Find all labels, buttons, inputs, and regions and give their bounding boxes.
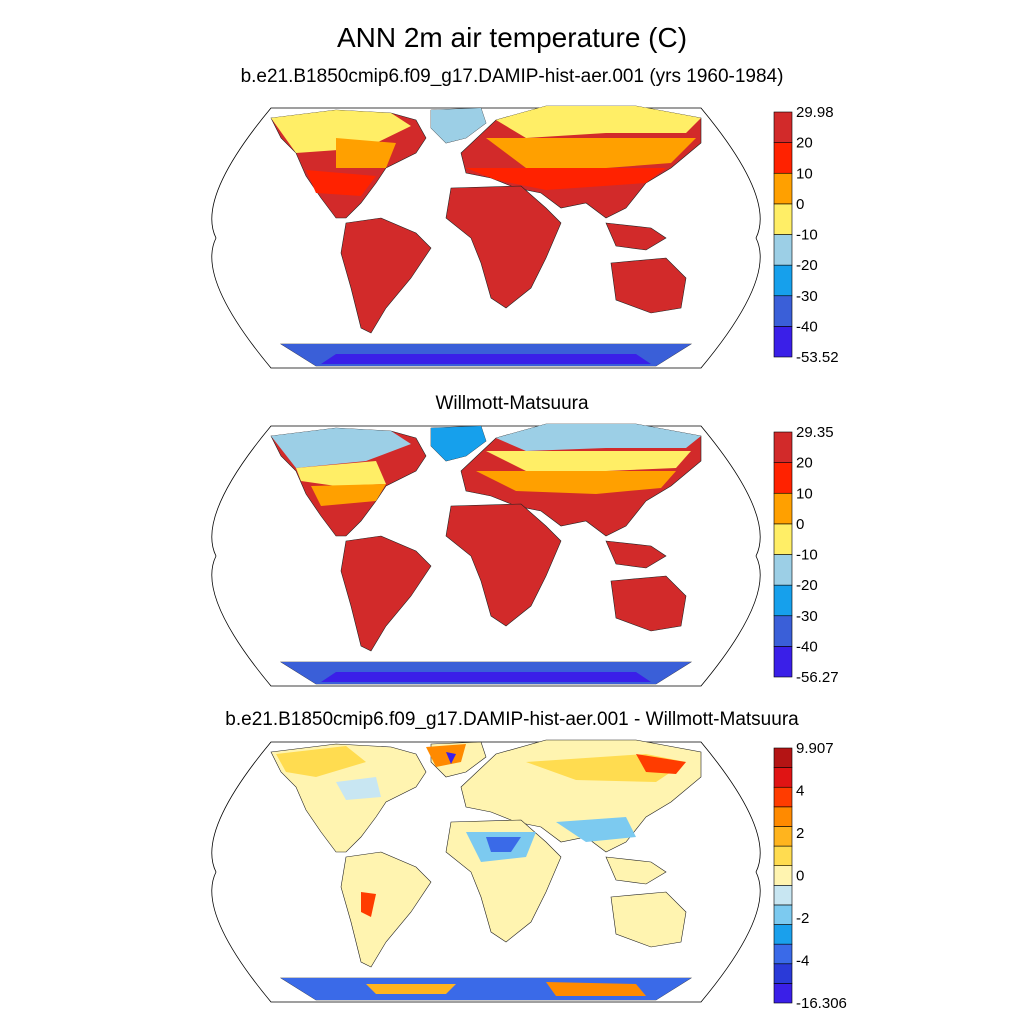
- colorbar-1-label: -20: [796, 257, 818, 274]
- colorbar-3-label: -4: [796, 953, 809, 970]
- colorbar-3-label: -16.306: [796, 995, 847, 1012]
- colorbar-1-label: -53.52: [796, 349, 839, 366]
- colorbar-1-label: 0: [796, 196, 804, 213]
- colorbar-3-label: 4: [796, 783, 804, 800]
- colorbar-1-bin: [773, 326, 793, 358]
- colorbar-1-bin: [773, 295, 793, 327]
- colorbar-3-bin: [773, 963, 793, 984]
- colorbar-3-bin: [773, 865, 793, 886]
- colorbar-1-bin: [773, 142, 793, 174]
- colorbar-1-label: 20: [796, 135, 813, 152]
- colorbar-3-bin: [773, 786, 793, 808]
- colorbar-3-bin: [773, 826, 793, 847]
- colorbar-3-bin: [773, 885, 793, 906]
- colorbar-3-bin: [773, 924, 793, 945]
- colorbar-2-label: -10: [796, 547, 818, 564]
- colorbar-1-bin: [773, 111, 793, 143]
- colorbar-1-label: -40: [796, 318, 818, 335]
- colorbar-3-label: 2: [796, 825, 804, 842]
- panel-1-map: [211, 105, 761, 369]
- colorbar-2-label: 0: [796, 516, 804, 533]
- colorbar-2-label: -40: [796, 638, 818, 655]
- figure-title: ANN 2m air temperature (C): [336, 22, 688, 53]
- panel-2-subtitle: Willmott-Matsuura: [435, 393, 589, 414]
- colorbar-1-label: 10: [796, 165, 813, 182]
- colorbar-3-bin: [773, 983, 793, 1004]
- panel-2-map: [211, 423, 761, 687]
- colorbar-3-bin: [773, 943, 793, 965]
- colorbar-2-bin: [773, 554, 793, 586]
- colorbar-2-bin: [773, 584, 793, 617]
- panel-3-subtitle: b.e21.B1850cmip6.f09_g17.DAMIP-hist-aer.…: [225, 709, 799, 730]
- colorbar-3-bin: [773, 904, 793, 925]
- colorbar-1-label: -10: [796, 227, 818, 244]
- colorbar-2-label: 20: [796, 455, 813, 472]
- panel-1-subtitle: b.e21.B1850cmip6.f09_g17.DAMIP-hist-aer.…: [240, 66, 784, 87]
- colorbar-1-bin: [773, 264, 793, 297]
- colorbar-2-label: 29.35: [796, 424, 834, 441]
- colorbar-2-bin: [773, 646, 793, 678]
- colorbar-2-bin: [773, 523, 793, 555]
- colorbar-1-bin: [773, 172, 793, 205]
- colorbar-2-label: 10: [796, 485, 813, 502]
- colorbar-3-label: 0: [796, 868, 804, 885]
- colorbar-3-label: -2: [796, 910, 809, 927]
- colorbar-1-bin: [773, 203, 793, 235]
- colorbar-3-label: 9.907: [796, 740, 834, 757]
- colorbar-3-bin: [773, 767, 793, 788]
- colorbar-2-label: -30: [796, 608, 818, 625]
- colorbar-2-label: -20: [796, 577, 818, 594]
- colorbar-2-label: -56.27: [796, 669, 839, 686]
- colorbar-3-bin: [773, 806, 793, 827]
- colorbar-1-bin: [773, 234, 793, 266]
- colorbar-2-bin: [773, 431, 793, 463]
- colorbar-1-label: 29.98: [796, 104, 834, 121]
- colorbar-2-bin: [773, 615, 793, 647]
- colorbar-3-bin: [773, 845, 793, 866]
- colorbar-1-label: -30: [796, 288, 818, 305]
- panel-3-map: [211, 739, 761, 1003]
- colorbar-3-bin: [773, 747, 793, 768]
- colorbar-2-bin: [773, 462, 793, 494]
- colorbar-2-bin: [773, 492, 793, 525]
